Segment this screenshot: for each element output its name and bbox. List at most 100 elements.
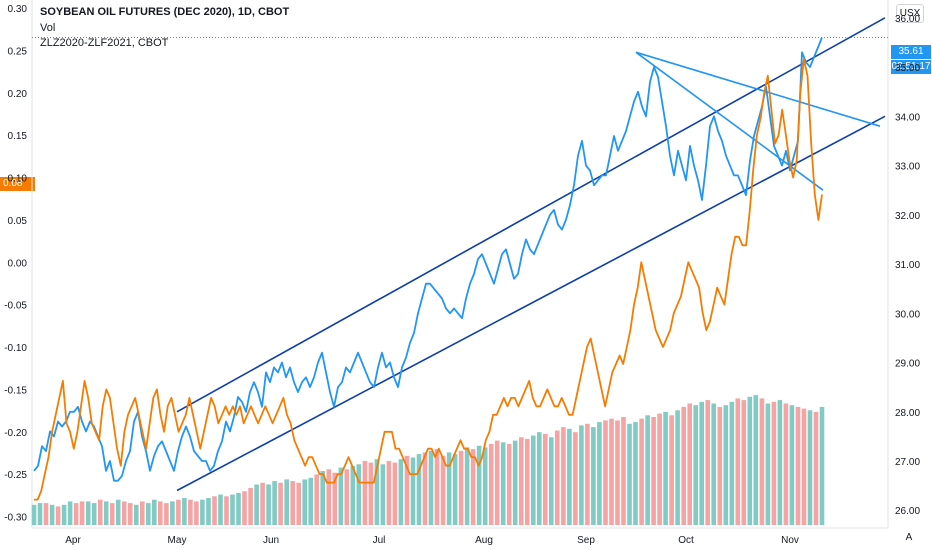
volume-bar	[284, 479, 289, 525]
volume-bar	[320, 471, 325, 525]
volume-bar	[194, 501, 199, 525]
volume-bar	[705, 400, 710, 525]
volume-bar	[266, 484, 271, 525]
right-axis-tick-label: 35.00	[895, 63, 920, 74]
trend-line[interactable]	[635, 51, 824, 191]
volume-bar	[512, 440, 518, 525]
left-axis-tick-label: 0.00	[8, 258, 28, 269]
volume-bar	[458, 450, 464, 526]
time-axis-tick-label: May	[168, 535, 187, 546]
volume-bar	[807, 410, 813, 526]
volume-bar	[759, 398, 765, 525]
volume-bar	[296, 482, 301, 525]
volume-bar	[579, 425, 584, 525]
volume-bar	[669, 415, 674, 525]
volume-bar	[747, 396, 753, 526]
legend-main-symbol[interactable]: SOYBEAN OIL FUTURES (DEC 2020), 1D, CBOT	[40, 6, 290, 18]
left-axis-tick-label: 0.10	[8, 174, 28, 185]
volume-bar	[555, 430, 560, 525]
volume-bar	[597, 422, 602, 525]
volume-bar	[350, 465, 356, 525]
volume-bar	[488, 444, 494, 525]
volume-bar	[302, 479, 307, 525]
volume-bar	[79, 501, 85, 525]
volume-bar	[651, 417, 656, 525]
time-axis-tick-label: Aug	[475, 535, 493, 546]
volume-bar	[290, 481, 295, 525]
volume-bar	[771, 401, 777, 525]
volume-bar	[380, 464, 386, 526]
left-axis-tick-label: -0.25	[4, 470, 27, 481]
volume-bar	[158, 501, 163, 525]
volume-bar	[681, 406, 686, 525]
price-series-line	[33, 37, 823, 482]
left-axis-tick-label: -0.30	[4, 513, 27, 524]
volume-bar	[663, 411, 668, 525]
volume-bar	[428, 450, 434, 526]
volume-bar	[591, 427, 596, 525]
auto-scale-button[interactable]: A	[905, 532, 913, 543]
right-axis-tick-label: 34.00	[895, 112, 920, 123]
volume-bar	[362, 460, 368, 525]
volume-bar	[254, 484, 259, 525]
volume-bar	[801, 408, 807, 525]
volume-bar	[699, 401, 704, 525]
volume-bar	[85, 501, 91, 525]
volume-bar	[777, 400, 783, 525]
trend-line[interactable]	[176, 17, 886, 413]
volume-bar	[121, 501, 127, 525]
currency-button[interactable]: USX	[896, 4, 924, 23]
volume-bar	[188, 499, 193, 525]
volume-bar	[140, 501, 145, 525]
volume-bar	[693, 405, 698, 525]
volume-bar	[37, 503, 43, 525]
last-price-tag: 35.61	[891, 45, 931, 59]
trend-line[interactable]	[176, 115, 886, 492]
spread-series-line	[34, 58, 823, 501]
volume-bar	[212, 496, 217, 525]
volume-bar	[326, 469, 332, 525]
volume-bar	[525, 438, 530, 525]
volume-bar	[230, 494, 235, 525]
time-axis-tick-label: Jun	[263, 535, 279, 546]
volume-bar	[765, 403, 771, 525]
volume-bar	[134, 504, 139, 526]
volume-bar	[567, 428, 572, 525]
left-axis-tick-label: 0.15	[8, 131, 28, 142]
volume-bar	[49, 504, 55, 526]
volume-bar	[248, 487, 253, 525]
volume-bar	[109, 503, 115, 525]
volume-bar	[519, 437, 524, 526]
volume-bar	[224, 496, 229, 525]
volume-bar	[603, 420, 608, 525]
right-axis-tick-label: 26.00	[895, 506, 920, 517]
volume-bar	[446, 452, 452, 525]
trend-line[interactable]	[635, 51, 881, 127]
volume-bar	[338, 467, 344, 525]
legend-volume[interactable]: Vol	[40, 22, 56, 34]
volume-bar	[422, 452, 428, 525]
volume-bar	[97, 499, 103, 525]
volume-bar	[795, 406, 801, 525]
right-axis-tick-label: 27.00	[895, 457, 920, 468]
right-axis-tick-label: 31.00	[895, 260, 920, 271]
volume-bar	[783, 403, 789, 525]
axes: 36.00 35.00 34.00 33.00 32.00 31.00 30.00 29.00…	[4, 4, 920, 546]
legend-spread-symbol[interactable]: ZLZ2020-ZLF2021, CBOT	[40, 37, 169, 49]
left-axis-tick-label: 0.30	[8, 4, 28, 15]
time-axis-tick-label: Sep	[577, 535, 595, 546]
volume-bar	[164, 503, 169, 525]
volume-bar	[561, 427, 566, 525]
right-axis-tick-label: 33.00	[895, 162, 920, 173]
volume-bar	[398, 459, 404, 525]
volume-bar	[615, 420, 620, 525]
volume-bar	[639, 418, 644, 525]
volume-bar	[711, 403, 716, 525]
volume-bar	[182, 498, 187, 525]
volume-bar	[452, 454, 458, 525]
volume-bar	[374, 459, 380, 525]
volume-bar	[314, 474, 319, 525]
volume-bar	[242, 491, 247, 526]
volume-bar	[506, 444, 512, 525]
